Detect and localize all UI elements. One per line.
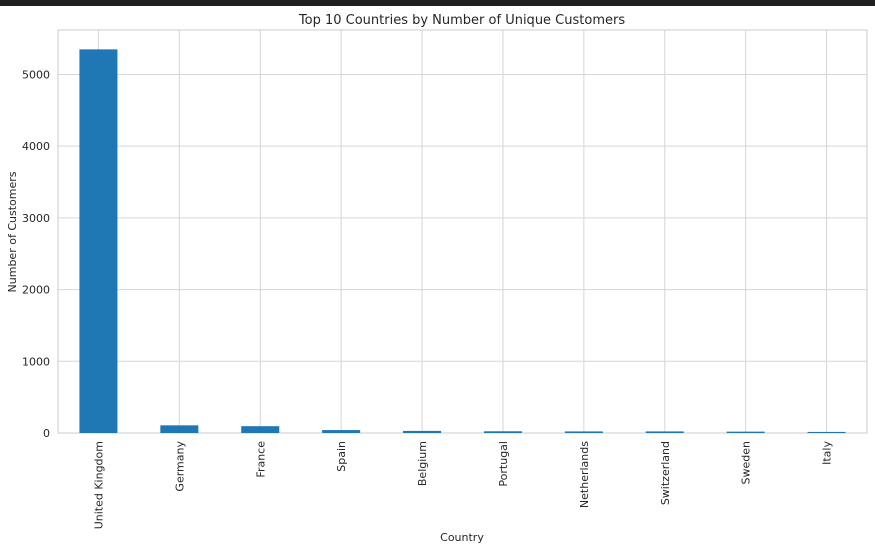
y-tick-label: 1000 — [22, 355, 50, 368]
bar-germany — [160, 425, 199, 433]
x-tick-label: Netherlands — [578, 441, 591, 508]
y-tick-labels: 0 1000 2000 3000 4000 5000 — [22, 68, 50, 440]
x-tick-label: France — [254, 441, 267, 478]
bar-switzerland — [645, 431, 684, 433]
bar-france — [241, 426, 280, 433]
x-tick-label: Spain — [335, 441, 348, 472]
x-tick-label: Germany — [173, 441, 186, 492]
x-tick-label: Belgium — [416, 441, 429, 486]
bar-belgium — [403, 430, 442, 433]
x-tick-label: Sweden — [740, 441, 753, 484]
y-tick-label: 4000 — [22, 140, 50, 153]
x-tick-labels: United Kingdom Germany France Spain Belgium P… — [92, 441, 833, 530]
bar-netherlands — [564, 431, 603, 433]
chart-title: Top 10 Countries by Number of Unique Cus… — [298, 13, 625, 28]
window-top-bar — [0, 0, 875, 6]
y-tick-label: 2000 — [22, 284, 50, 297]
bars-group — [79, 49, 846, 434]
x-tick-label: Italy — [821, 441, 834, 465]
bar-spain — [322, 430, 361, 433]
x-tick-label: Portugal — [497, 441, 510, 487]
y-tick-label: 0 — [43, 427, 50, 440]
x-tick-label: United Kingdom — [92, 441, 105, 529]
y-axis-label: Number of Customers — [6, 171, 19, 292]
bar-italy — [807, 431, 846, 433]
y-tick-label: 5000 — [22, 68, 50, 81]
bar-sweden — [726, 431, 765, 433]
x-tick-label: Switzerland — [659, 441, 672, 505]
plot-background — [58, 30, 867, 433]
bar-portugal — [483, 431, 522, 433]
bar-united-kingdom — [79, 49, 118, 434]
x-axis-label: Country — [440, 531, 484, 544]
plot-frame — [57, 29, 868, 434]
y-tick-label: 3000 — [22, 212, 50, 225]
